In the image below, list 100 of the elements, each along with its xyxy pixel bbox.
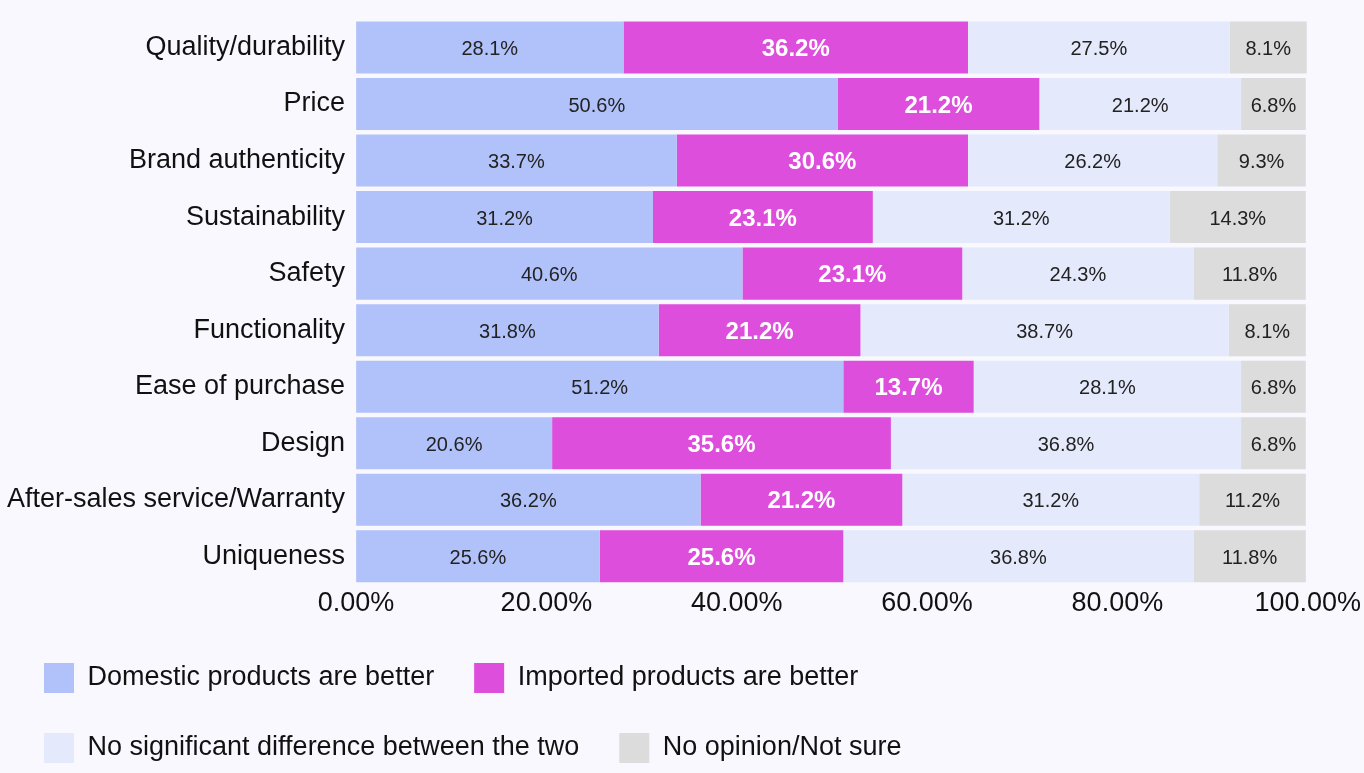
data-label: 21.2% (767, 486, 836, 514)
bar (356, 304, 659, 357)
data-label: 6.8% (1250, 432, 1297, 455)
y-tick-label: After-sales service/Warranty (6, 483, 346, 514)
data-label: 24.3% (1049, 263, 1107, 286)
data-label: 36.2% (499, 489, 557, 512)
data-label: 36.8% (990, 545, 1047, 568)
data-label: 31.2% (476, 206, 534, 229)
bar (1228, 304, 1306, 357)
bar (843, 530, 1194, 583)
data-label: 23.1% (728, 203, 797, 231)
data-label: 31.2% (992, 206, 1050, 229)
x-tick-label: 60.00% (881, 587, 973, 618)
data-label: 23.1% (818, 260, 887, 288)
bar (967, 134, 1218, 187)
bar (1229, 21, 1307, 74)
x-tick-label: 0.00% (317, 587, 395, 618)
data-label: 6.8% (1250, 376, 1297, 399)
y-tick-label: Functionality (193, 313, 346, 344)
bar (1241, 360, 1306, 413)
data-label: 25.6% (449, 545, 507, 568)
data-label: 21.2% (1111, 93, 1169, 116)
bar (356, 360, 844, 413)
data-label: 21.2% (725, 316, 794, 344)
data-label: 26.2% (1064, 150, 1122, 173)
data-label: 27.5% (1070, 36, 1128, 59)
bar (872, 191, 1170, 244)
y-tick-label: Brand authenticity (128, 144, 346, 174)
bar (356, 417, 553, 470)
data-label: 11.8% (1222, 545, 1278, 568)
data-label: 30.6% (788, 147, 857, 175)
bar (1169, 191, 1306, 244)
data-label: 14.3% (1209, 206, 1267, 229)
bar (860, 304, 1229, 357)
x-tick-label: 100.00% (1254, 587, 1361, 618)
y-tick-label: Uniqueness (202, 539, 346, 570)
y-tick-label: Sustainability (185, 200, 346, 231)
data-label: 25.6% (687, 542, 756, 570)
bar (623, 21, 968, 74)
data-label: 6.8% (1250, 93, 1297, 116)
y-tick-label: Price (283, 87, 346, 118)
bar (962, 247, 1194, 300)
data-label: 28.1% (1079, 376, 1136, 399)
legend-label: Domestic products are better (87, 661, 435, 692)
legend-label: No significant difference between the two (87, 731, 580, 762)
data-label: 8.1% (1244, 319, 1291, 342)
data-label: 20.6% (425, 432, 483, 455)
bar (1193, 530, 1306, 583)
bar (356, 21, 624, 74)
y-tick-label: Design (261, 426, 346, 457)
bar (1199, 473, 1306, 526)
bar (700, 473, 903, 526)
data-label: 40.6% (520, 263, 578, 286)
data-label: 31.8% (479, 319, 536, 342)
bar (890, 417, 1242, 470)
bar (843, 360, 974, 413)
bar (973, 360, 1242, 413)
data-label: 36.8% (1037, 432, 1095, 455)
bar (356, 247, 743, 300)
bar (1217, 134, 1306, 187)
bar (356, 530, 600, 583)
bar (902, 473, 1200, 526)
bar (1241, 78, 1306, 131)
x-tick-label: 40.00% (690, 587, 783, 618)
bar (658, 304, 861, 357)
data-label: 8.1% (1245, 36, 1292, 59)
y-tick-label: Quality/durability (145, 30, 346, 61)
bar (356, 134, 677, 187)
data-label: 21.2% (904, 90, 973, 118)
bar (356, 78, 838, 131)
bar (742, 247, 963, 300)
bar (837, 78, 1040, 131)
data-label: 28.1% (461, 36, 519, 59)
bar (967, 21, 1230, 74)
x-tick-label: 80.00% (1071, 587, 1164, 618)
bar (652, 191, 873, 244)
y-tick-label: Safety (268, 257, 346, 288)
data-label: 33.7% (488, 150, 545, 173)
bar (1241, 417, 1306, 470)
legend-label: No opinion/Not sure (662, 731, 902, 762)
data-label: 36.2% (761, 34, 830, 62)
bar (1193, 247, 1306, 300)
data-label: 9.3% (1238, 150, 1285, 173)
data-label: 38.7% (1016, 319, 1074, 342)
data-label: 35.6% (687, 429, 756, 457)
bar (1039, 78, 1242, 131)
bar (599, 530, 844, 583)
bar (356, 191, 653, 244)
data-label: 13.7% (874, 373, 943, 401)
data-label: 50.6% (568, 93, 626, 116)
data-label: 11.2% (1224, 489, 1281, 512)
data-label: 51.2% (571, 376, 629, 399)
y-tick-label: Ease of purchase (134, 370, 346, 401)
data-label: 31.2% (1022, 489, 1080, 512)
legend-label: Imported products are better (517, 661, 859, 692)
x-tick-label: 20.00% (500, 587, 593, 618)
bar (552, 417, 891, 470)
bar (676, 134, 968, 187)
data-label: 11.8% (1222, 263, 1278, 286)
bar (356, 473, 701, 526)
